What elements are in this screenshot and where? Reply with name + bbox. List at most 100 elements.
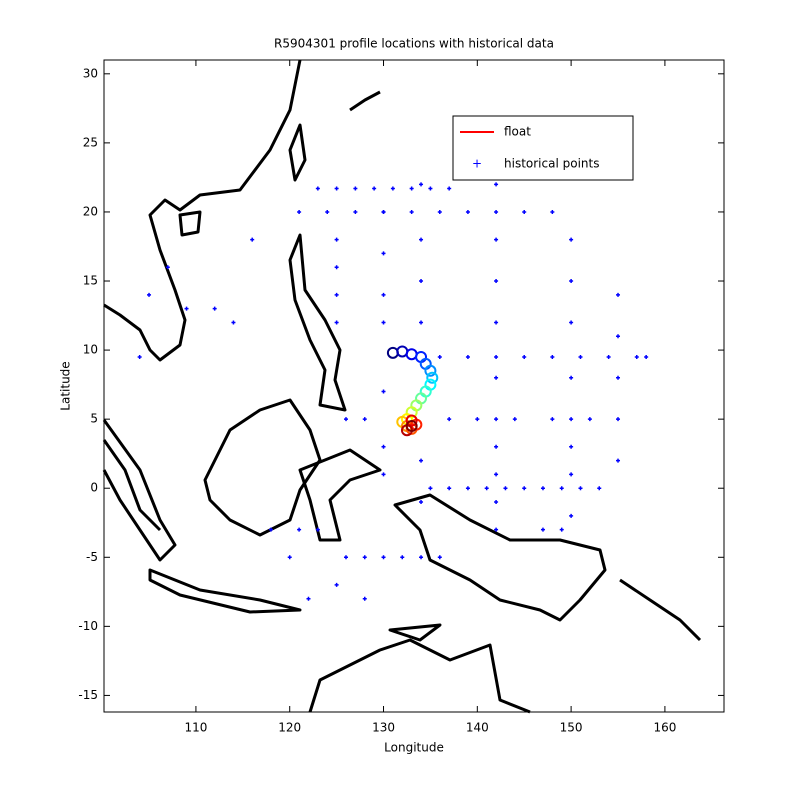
y-axis-label: Latitude <box>59 361 73 410</box>
historical-point <box>343 555 348 560</box>
historical-point <box>569 417 574 422</box>
historical-point <box>494 375 499 380</box>
y-tick-label: -5 <box>86 550 98 564</box>
coastlines <box>102 59 702 714</box>
historical-point <box>362 596 367 601</box>
historical-point <box>437 209 442 214</box>
historical-point <box>381 292 386 297</box>
historical-point <box>268 527 273 532</box>
historical-point <box>550 417 555 422</box>
historical-point <box>250 237 255 242</box>
y-tick-label: 15 <box>83 274 98 288</box>
historical-point <box>381 251 386 256</box>
historical-point <box>428 486 433 491</box>
historical-point <box>353 186 358 191</box>
historical-point <box>372 186 377 191</box>
historical-point <box>447 486 452 491</box>
historical-point <box>419 458 424 463</box>
y-tick-label: 10 <box>83 343 98 357</box>
historical-point <box>419 500 424 505</box>
y-tick-label: -10 <box>78 619 98 633</box>
historical-point <box>465 209 470 214</box>
historical-point <box>494 320 499 325</box>
historical-point <box>381 389 386 394</box>
historical-point <box>390 186 395 191</box>
historical-point <box>550 354 555 359</box>
historical-point <box>569 320 574 325</box>
y-tick-label: -15 <box>78 688 98 702</box>
historical-point <box>334 265 339 270</box>
historical-point <box>362 555 367 560</box>
historical-point <box>297 209 302 214</box>
historical-point <box>212 306 217 311</box>
x-tick-label: 130 <box>372 721 395 735</box>
historical-point <box>484 486 489 491</box>
historical-point <box>550 209 555 214</box>
historical-point <box>287 555 292 560</box>
historical-point <box>381 444 386 449</box>
historical-point <box>559 486 564 491</box>
historical-point <box>569 237 574 242</box>
historical-point <box>362 417 367 422</box>
y-tick-label: 20 <box>83 204 98 218</box>
historical-point <box>569 279 574 284</box>
historical-point <box>165 265 170 270</box>
historical-point <box>409 186 414 191</box>
x-tick-label: 150 <box>560 721 583 735</box>
historical-point <box>419 237 424 242</box>
historical-point <box>428 186 433 191</box>
historical-point <box>419 182 424 187</box>
historical-point <box>334 582 339 587</box>
historical-point <box>231 320 236 325</box>
historical-point <box>522 486 527 491</box>
y-tick-label: 30 <box>83 66 98 80</box>
historical-point <box>334 237 339 242</box>
historical-point <box>437 354 442 359</box>
marks <box>137 182 649 601</box>
historical-point <box>465 354 470 359</box>
historical-point <box>381 555 386 560</box>
historical-point <box>334 292 339 297</box>
historical-point <box>494 354 499 359</box>
historical-point <box>494 417 499 422</box>
historical-point <box>512 417 517 422</box>
historical-point <box>494 279 499 284</box>
legend-label: float <box>504 125 531 139</box>
historical-point <box>419 279 424 284</box>
historical-point <box>381 209 386 214</box>
historical-point <box>587 417 592 422</box>
historical-point <box>306 596 311 601</box>
y-tick-label: 5 <box>90 412 98 426</box>
historical-point <box>494 500 499 505</box>
legend: float + historical points <box>452 115 634 181</box>
historical-point <box>616 334 621 339</box>
historical-point <box>606 354 611 359</box>
historical-point <box>616 292 621 297</box>
historical-point <box>315 186 320 191</box>
historical-point <box>419 555 424 560</box>
historical-point <box>616 417 621 422</box>
historical-point <box>578 354 583 359</box>
historical-point <box>334 186 339 191</box>
float-point <box>424 364 437 377</box>
historical-point <box>437 555 442 560</box>
historical-point <box>494 209 499 214</box>
historical-point <box>447 417 452 422</box>
historical-point <box>597 486 602 491</box>
historical-point <box>522 209 527 214</box>
historical-point <box>644 354 649 359</box>
historical-point <box>419 320 424 325</box>
legend-swatch: + <box>472 157 482 171</box>
float-point <box>405 414 418 427</box>
historical-point <box>147 292 152 297</box>
historical-point <box>578 486 583 491</box>
historical-point <box>494 444 499 449</box>
historical-point <box>494 237 499 242</box>
historical-point <box>325 209 330 214</box>
historical-point <box>616 458 621 463</box>
historical-point <box>137 354 142 359</box>
historical-point <box>559 527 564 532</box>
historical-point <box>297 527 302 532</box>
historical-point <box>447 186 452 191</box>
